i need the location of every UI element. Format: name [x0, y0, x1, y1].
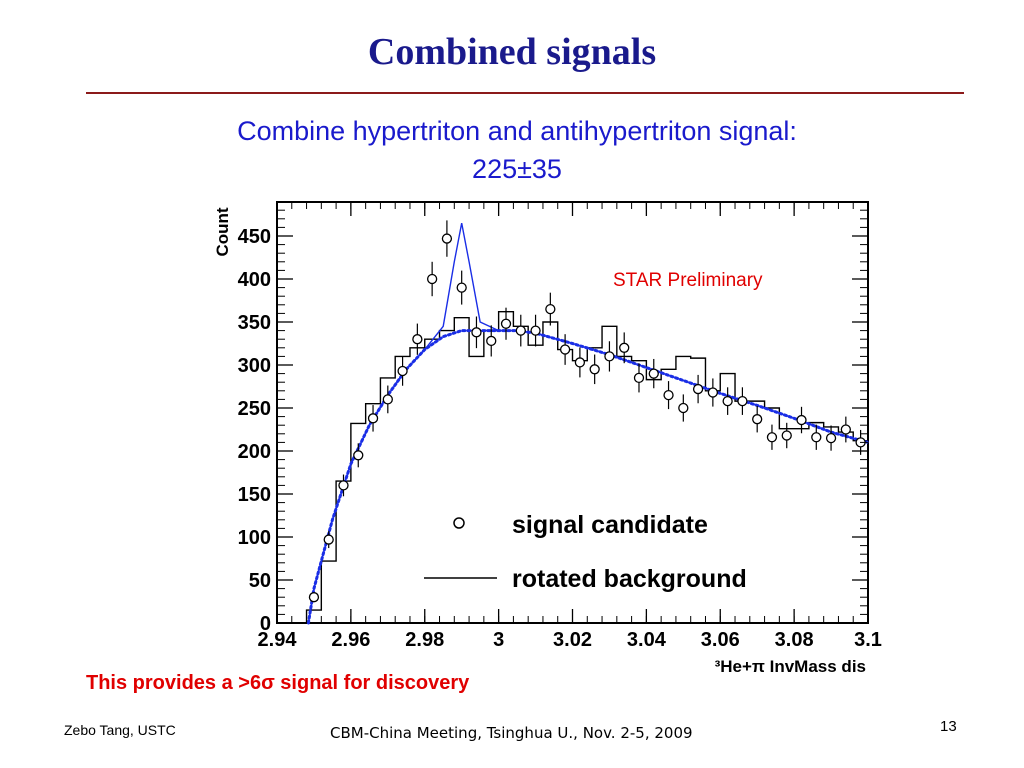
data-point	[397, 365, 408, 377]
x-tick-label: 3.08	[775, 629, 814, 651]
data-point	[722, 395, 733, 407]
data-point	[471, 327, 482, 338]
data-point	[663, 389, 674, 401]
y-tick-label: 200	[238, 441, 271, 463]
data-point	[500, 318, 512, 329]
y-tick-label: 50	[249, 570, 271, 592]
x-tick-label: 3.1	[854, 629, 882, 651]
x-tick-label: 3	[493, 629, 504, 651]
data-point	[515, 325, 526, 336]
y-axis-label: Count	[213, 207, 232, 256]
x-axis-label: ³He+π InvMass dis	[715, 657, 866, 676]
data-point	[633, 372, 645, 384]
y-tick-label: 0	[260, 613, 271, 635]
x-tick-label: 3.04	[627, 629, 667, 651]
data-point	[648, 368, 659, 379]
data-point	[574, 357, 586, 368]
data-point	[619, 342, 630, 353]
star-preliminary-label: STAR Preliminary	[613, 270, 763, 291]
background-fit-curve	[306, 329, 870, 625]
data-point	[766, 432, 778, 443]
slide-subtitle: Combine hypertriton and antihypertriton …	[0, 112, 1024, 188]
y-tick-label: 400	[238, 269, 271, 291]
data-point	[323, 534, 334, 545]
y-tick-label: 100	[238, 527, 271, 549]
x-tick-label: 2.98	[405, 629, 444, 651]
subtitle-line-1: Combine hypertriton and antihypertriton …	[237, 116, 797, 146]
legend-label-background: rotated background	[512, 565, 747, 593]
y-tick-label: 150	[238, 484, 271, 506]
legend: signal candidate rotated background	[424, 511, 747, 593]
data-point	[367, 413, 379, 424]
data-point	[545, 303, 556, 315]
slide-title: Combined signals	[367, 31, 657, 73]
x-tick-label: 3.06	[701, 629, 740, 651]
data-point	[530, 325, 541, 336]
data-point	[486, 335, 497, 347]
x-tick-label: 3.02	[553, 629, 592, 651]
data-point	[811, 432, 822, 443]
data-point	[338, 480, 349, 491]
subtitle-line-2: 225±35	[472, 154, 562, 184]
page-number: 13	[940, 718, 957, 735]
ticks-layer: 2.94 2.96 2.98 3 3.02 3.04 3.06 3.08 3.1 0 50 100 15…	[238, 202, 882, 651]
x-tick-label: 2.94	[258, 629, 298, 651]
data-point	[604, 351, 615, 362]
footer-event: CBM-China Meeting, Tsinghua U., Nov. 2-5…	[330, 724, 693, 742]
data-point	[707, 387, 719, 398]
data-point	[353, 450, 364, 461]
data-point	[692, 383, 704, 395]
curve-layer	[306, 222, 870, 625]
points-layer	[308, 220, 866, 603]
data-point	[308, 592, 320, 603]
title-divider	[86, 92, 964, 94]
data-point	[796, 414, 807, 426]
data-point	[456, 282, 467, 293]
y-tick-label: 350	[238, 312, 271, 334]
data-point	[382, 394, 393, 405]
y-tick-label: 450	[238, 226, 271, 248]
data-point	[412, 334, 423, 345]
legend-marker-circle	[453, 517, 465, 529]
data-point	[426, 273, 438, 285]
legend-label-signal: signal candidate	[512, 511, 708, 539]
data-point	[825, 432, 837, 444]
x-tick-label: 2.96	[331, 629, 370, 651]
data-point	[678, 402, 689, 414]
footer-author: Zebo Tang, USTC	[64, 722, 176, 738]
data-point	[752, 414, 763, 425]
data-point	[589, 364, 600, 375]
data-point	[737, 395, 748, 407]
y-tick-label: 250	[238, 398, 271, 420]
data-point	[781, 430, 792, 441]
data-point	[559, 344, 571, 355]
callout-text: This provides a >6σ signal for discovery	[86, 672, 470, 694]
data-point	[441, 233, 453, 244]
y-tick-label: 300	[238, 355, 271, 377]
data-point	[840, 424, 851, 435]
